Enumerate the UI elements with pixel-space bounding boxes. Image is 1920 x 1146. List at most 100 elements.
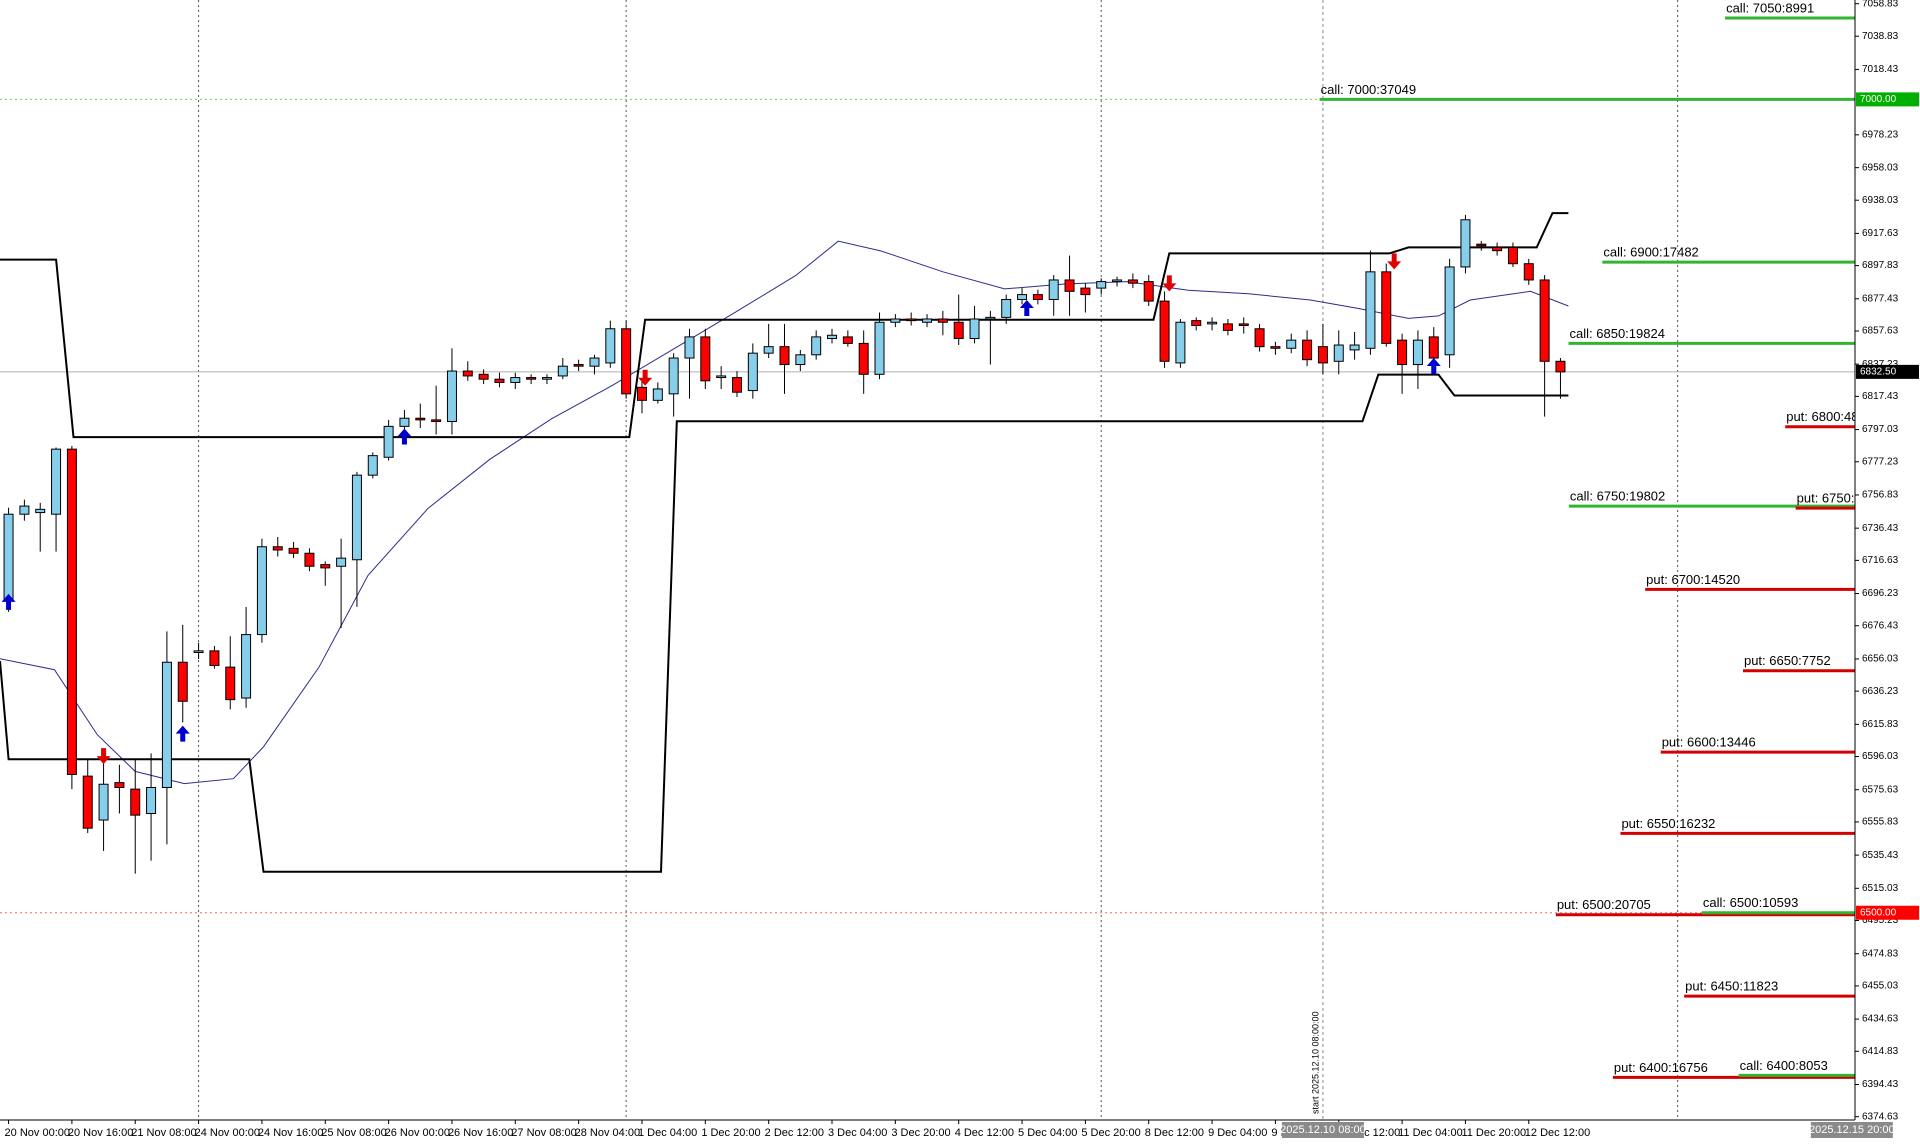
- option-level-label: call: 7000:37049: [1321, 82, 1416, 97]
- candle-body: [351, 474, 362, 561]
- x-tick-label: 24 Nov 00:00: [195, 1127, 260, 1139]
- option-level-label: put: 6700:14520: [1646, 572, 1740, 587]
- candle-body: [922, 318, 933, 323]
- y-tick-label: 6736.43: [1862, 523, 1899, 534]
- candle-body: [288, 547, 299, 554]
- candle-body: [193, 650, 204, 653]
- buy-arrow: [1019, 299, 1034, 316]
- candle-body: [161, 661, 172, 788]
- candle-body: [1207, 321, 1218, 325]
- candle-body: [98, 783, 109, 821]
- x-tick-label: 5 Dec 04:00: [1018, 1127, 1077, 1139]
- x-tick-label: 12 Dec 12:00: [1525, 1127, 1590, 1139]
- candle-body: [431, 419, 442, 422]
- y-tick-label: 6394.43: [1862, 1079, 1899, 1090]
- y-tick-label: 6978.23: [1862, 129, 1899, 140]
- y-tick-label: 6414.83: [1862, 1046, 1899, 1057]
- candle-body: [573, 364, 584, 367]
- candle-body: [510, 377, 521, 383]
- candle-body: [1444, 266, 1455, 356]
- candle-body: [336, 557, 347, 567]
- x-tick-label: 25 Nov 08:00: [321, 1127, 386, 1139]
- y-tick-label: 6917.63: [1862, 228, 1899, 239]
- candle-body: [1238, 323, 1249, 327]
- option-level-label: call: 6850:19824: [1570, 326, 1665, 341]
- candle-body: [1048, 279, 1059, 300]
- candle-body: [684, 336, 695, 359]
- time-axis-bg: [0, 1120, 1920, 1146]
- candle-body: [1412, 339, 1423, 366]
- y-tick-label: 6434.63: [1862, 1014, 1899, 1025]
- y-tick-label: 6575.63: [1862, 784, 1899, 795]
- x-tick-label: 1 Dec 04:00: [638, 1127, 697, 1139]
- y-tick-label: 6636.23: [1862, 686, 1899, 697]
- candle-body: [256, 546, 267, 636]
- y-tick-label: 6474.83: [1862, 948, 1899, 959]
- candle-body: [114, 782, 125, 788]
- sell-arrow: [1162, 275, 1177, 292]
- candle-body: [1064, 279, 1075, 292]
- candle-body: [1333, 344, 1344, 362]
- option-level-label: call: 6900:17482: [1603, 245, 1698, 260]
- y-tick-label: 6676.43: [1862, 620, 1899, 631]
- x-tick-label: 5 Dec 20:00: [1081, 1127, 1140, 1139]
- candle-body: [1159, 300, 1170, 362]
- candle-body: [462, 370, 473, 377]
- y-tick-label: 6938.03: [1862, 195, 1899, 206]
- candle-body: [1428, 336, 1439, 359]
- candle-body: [700, 336, 711, 382]
- candle-body: [399, 417, 410, 427]
- candle-body: [668, 357, 679, 395]
- candle-body: [1539, 279, 1550, 362]
- candle-body: [716, 375, 727, 379]
- y-tick-label: 6656.03: [1862, 654, 1899, 665]
- candle-body: [1175, 321, 1186, 364]
- candle-body: [811, 336, 822, 356]
- option-level-label: put: 6650:7752: [1744, 653, 1831, 668]
- candle-body: [763, 346, 774, 354]
- y-tick-label: 6615.83: [1862, 719, 1899, 730]
- x-tick-label: 28 Nov 04:00: [575, 1127, 640, 1139]
- candle-body: [953, 321, 964, 340]
- candle-body: [1317, 346, 1328, 364]
- candle-body: [304, 552, 315, 567]
- candle-body: [636, 386, 647, 401]
- candle-body: [19, 505, 30, 515]
- x-tick-label: 20 Nov 00:00: [5, 1127, 70, 1139]
- candle-body: [225, 666, 236, 701]
- price-marker-label: 7000.00: [1860, 94, 1897, 105]
- x-tick-label: 8 Dec 12:00: [1145, 1127, 1204, 1139]
- candle-body: [320, 564, 331, 569]
- candle-body: [494, 378, 505, 383]
- candle-body: [1397, 339, 1408, 366]
- candle-body: [446, 370, 457, 422]
- sell-arrow: [96, 748, 111, 765]
- candle-body: [35, 508, 46, 514]
- start-label: start 2025.12.10 08:00:00: [1310, 1011, 1320, 1114]
- candle-body: [937, 318, 948, 323]
- candle-body: [747, 352, 758, 392]
- candle-body: [589, 357, 600, 367]
- candle-body: [1555, 360, 1566, 373]
- price-marker-label: 6500.00: [1860, 907, 1897, 918]
- y-tick-label: 6857.63: [1862, 326, 1899, 337]
- y-tick-label: 6777.23: [1862, 456, 1899, 467]
- candle-body: [1381, 271, 1392, 344]
- candle-body: [1460, 219, 1471, 268]
- y-tick-label: 6958.03: [1862, 162, 1899, 173]
- x-tick-label: 20 Nov 16:00: [68, 1127, 133, 1139]
- candle-body: [1349, 344, 1360, 351]
- candle-body: [605, 328, 616, 364]
- price-marker-box: [1856, 364, 1919, 379]
- candle-body: [541, 377, 552, 380]
- x-tick-label: 26 Nov 16:00: [448, 1127, 513, 1139]
- candle-body: [66, 448, 77, 775]
- candle-body: [3, 513, 14, 601]
- option-level-label: put: 6400:16756: [1614, 1060, 1708, 1075]
- indicator-line: [0, 212, 1569, 439]
- candle-body: [874, 321, 885, 375]
- candle-body: [1476, 243, 1487, 247]
- x-tick-label: 9 Dec 04:00: [1208, 1127, 1267, 1139]
- candle-body: [478, 373, 489, 380]
- candle-body: [272, 546, 283, 551]
